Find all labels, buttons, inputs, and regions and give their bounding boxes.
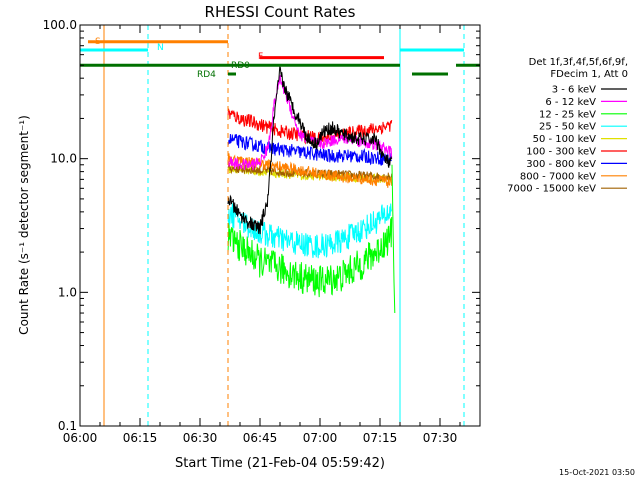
legend: Det 1f,3f,4f,5f,6f,9f,FDecim 1, Att 0 3 -…	[507, 57, 628, 195]
flag-label-n: N	[157, 43, 164, 53]
series-line-6-12-kev	[227, 75, 393, 171]
plot-area: S N F RD0 RD4	[79, 25, 480, 426]
series-line-300-800-kev	[227, 133, 392, 166]
flag-label-f: F	[258, 52, 263, 62]
y-axis-label: Count Rate (s⁻¹ detector segment⁻¹)	[17, 115, 31, 335]
legend-entry-label: 50 - 100 keV	[533, 134, 597, 145]
series-line-12-25-kev	[227, 216, 393, 298]
x-tick-label: 06:15	[123, 431, 158, 445]
x-tick-label: 07:30	[423, 431, 458, 445]
x-tick-label: 06:30	[183, 431, 218, 445]
chart-title: RHESSI Count Rates	[205, 3, 356, 21]
x-tick-label: 06:45	[243, 431, 278, 445]
series-tail	[391, 164, 396, 314]
x-tick-label: 06:00	[63, 431, 98, 445]
legend-entry-label: 25 - 50 keV	[539, 122, 596, 133]
footer-timestamp: 15-Oct-2021 03:50	[559, 468, 635, 477]
flag-label-rd4: RD4	[197, 70, 216, 80]
y-axis: 0.1 1.0 10.0 100.0	[43, 18, 480, 433]
legend-entry-label: 3 - 6 keV	[552, 85, 596, 96]
flag-label-s: S	[95, 37, 101, 47]
plot-frame	[79, 24, 481, 427]
x-axis: 06:00 06:15 06:30 06:45 07:00 07:15 07:30	[63, 25, 481, 445]
legend-entry-label: 300 - 800 keV	[526, 159, 596, 170]
series-line-3-6-kev	[227, 65, 393, 235]
legend-entry-label: 800 - 7000 keV	[520, 171, 596, 182]
y-tick-label: 100.0	[43, 18, 77, 32]
legend-header: FDecim 1, Att 0	[550, 69, 628, 80]
legend-entry-label: 12 - 25 keV	[539, 109, 596, 120]
x-tick-label: 07:15	[363, 431, 398, 445]
y-tick-label: 10.0	[50, 152, 77, 166]
legend-header: Det 1f,3f,4f,5f,6f,9f,	[529, 57, 628, 68]
series-line-25-50-kev	[227, 203, 393, 259]
flag-label-rd0: RD0	[231, 61, 250, 71]
legend-entry-label: 6 - 12 keV	[545, 97, 596, 108]
y-tick-label: 0.1	[58, 419, 77, 433]
x-tick-label: 07:00	[303, 431, 338, 445]
x-axis-label: Start Time (21-Feb-04 05:59:42)	[175, 456, 385, 471]
legend-entry-label: 100 - 300 keV	[526, 147, 596, 158]
y-tick-label: 1.0	[58, 285, 77, 299]
legend-entry-label: 7000 - 15000 keV	[507, 184, 596, 195]
series-line-7000-15000-kev	[227, 161, 393, 182]
